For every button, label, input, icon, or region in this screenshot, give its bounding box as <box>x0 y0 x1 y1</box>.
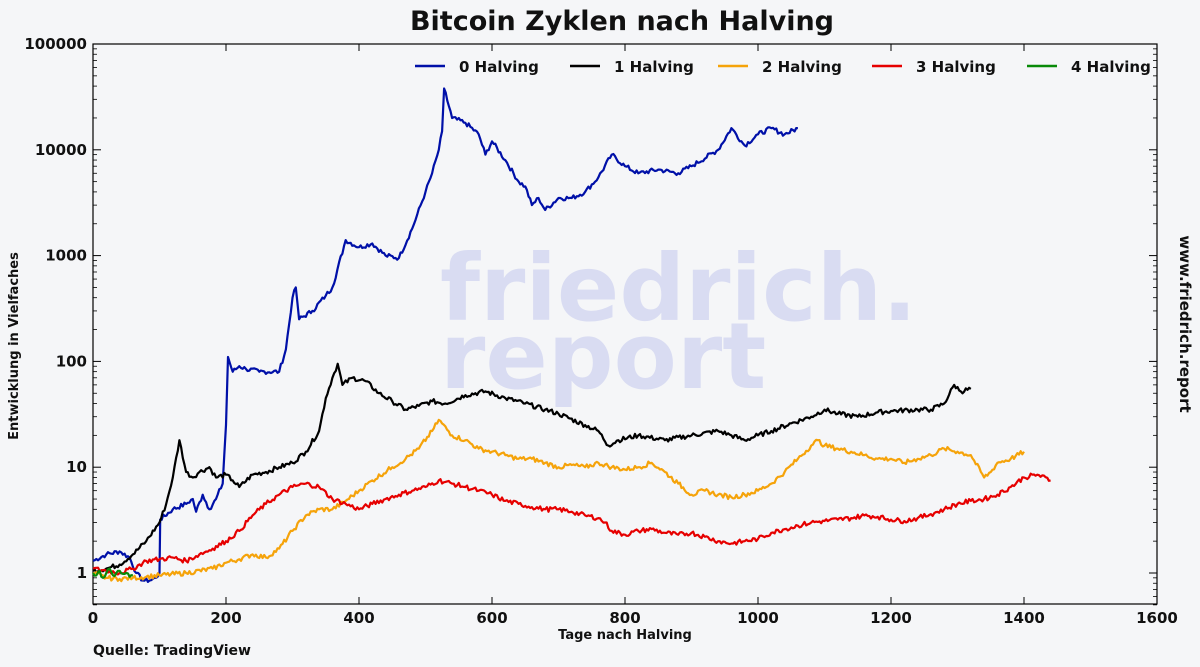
y-tick-label: 1 <box>77 564 87 582</box>
chart-title: Bitcoin Zyklen nach Halving <box>410 6 834 37</box>
legend-label: 2 Halving <box>762 58 842 76</box>
x-tick-label: 800 <box>609 609 640 627</box>
y-tick-label: 1000 <box>45 247 87 265</box>
y-axis-label: Entwicklung in Vielfaches <box>7 252 22 440</box>
x-tick-label: 0 <box>88 609 98 627</box>
legend-item-1: 1 Halving <box>570 58 694 76</box>
x-tick-label: 1200 <box>870 609 912 627</box>
y-tick-label: 100000 <box>24 35 87 53</box>
series-group <box>92 87 1051 583</box>
watermark-line1: friedrich. <box>440 235 917 342</box>
legend-item-2: 2 Halving <box>718 58 842 76</box>
x-tick-label: 200 <box>210 609 241 627</box>
legend-label: 3 Halving <box>916 58 996 76</box>
legend-item-3: 3 Halving <box>872 58 996 76</box>
y-tick-label: 10 <box>66 458 87 476</box>
x-tick-label: 1400 <box>1003 609 1045 627</box>
y-tick-label: 100 <box>56 352 87 370</box>
series-line-2 <box>92 418 1025 583</box>
x-tick-label: 1600 <box>1136 609 1178 627</box>
legend-label: 1 Halving <box>614 58 694 76</box>
x-tick-label: 400 <box>343 609 374 627</box>
series-line-1 <box>92 362 972 574</box>
watermark: friedrich. report <box>440 235 917 410</box>
watermark-line2: report <box>440 303 766 410</box>
legend: 0 Halving 1 Halving 2 Halving 3 Halving 4 Ha… <box>415 58 1151 76</box>
website-label: www.friedrich.report <box>1176 235 1194 412</box>
legend-label: 0 Halving <box>459 58 539 76</box>
legend-item-0: 0 Halving <box>415 58 539 76</box>
series-line-3 <box>92 472 1051 576</box>
legend-label: 4 Halving <box>1071 58 1151 76</box>
source-label: Quelle: TradingView <box>93 643 251 659</box>
series-line-4 <box>92 567 134 579</box>
x-axis-label: Tage nach Halving <box>558 628 692 643</box>
y-axis: 1 10 100 1000 10000 100000 <box>24 35 1157 606</box>
series-line-0 <box>92 87 798 583</box>
x-tick-label: 1000 <box>737 609 779 627</box>
x-tick-label: 600 <box>476 609 507 627</box>
legend-item-4: 4 Halving <box>1027 58 1151 76</box>
y-tick-label: 10000 <box>35 141 87 159</box>
x-axis: 0 200 400 600 800 1000 1200 1400 1600 <box>88 44 1178 627</box>
